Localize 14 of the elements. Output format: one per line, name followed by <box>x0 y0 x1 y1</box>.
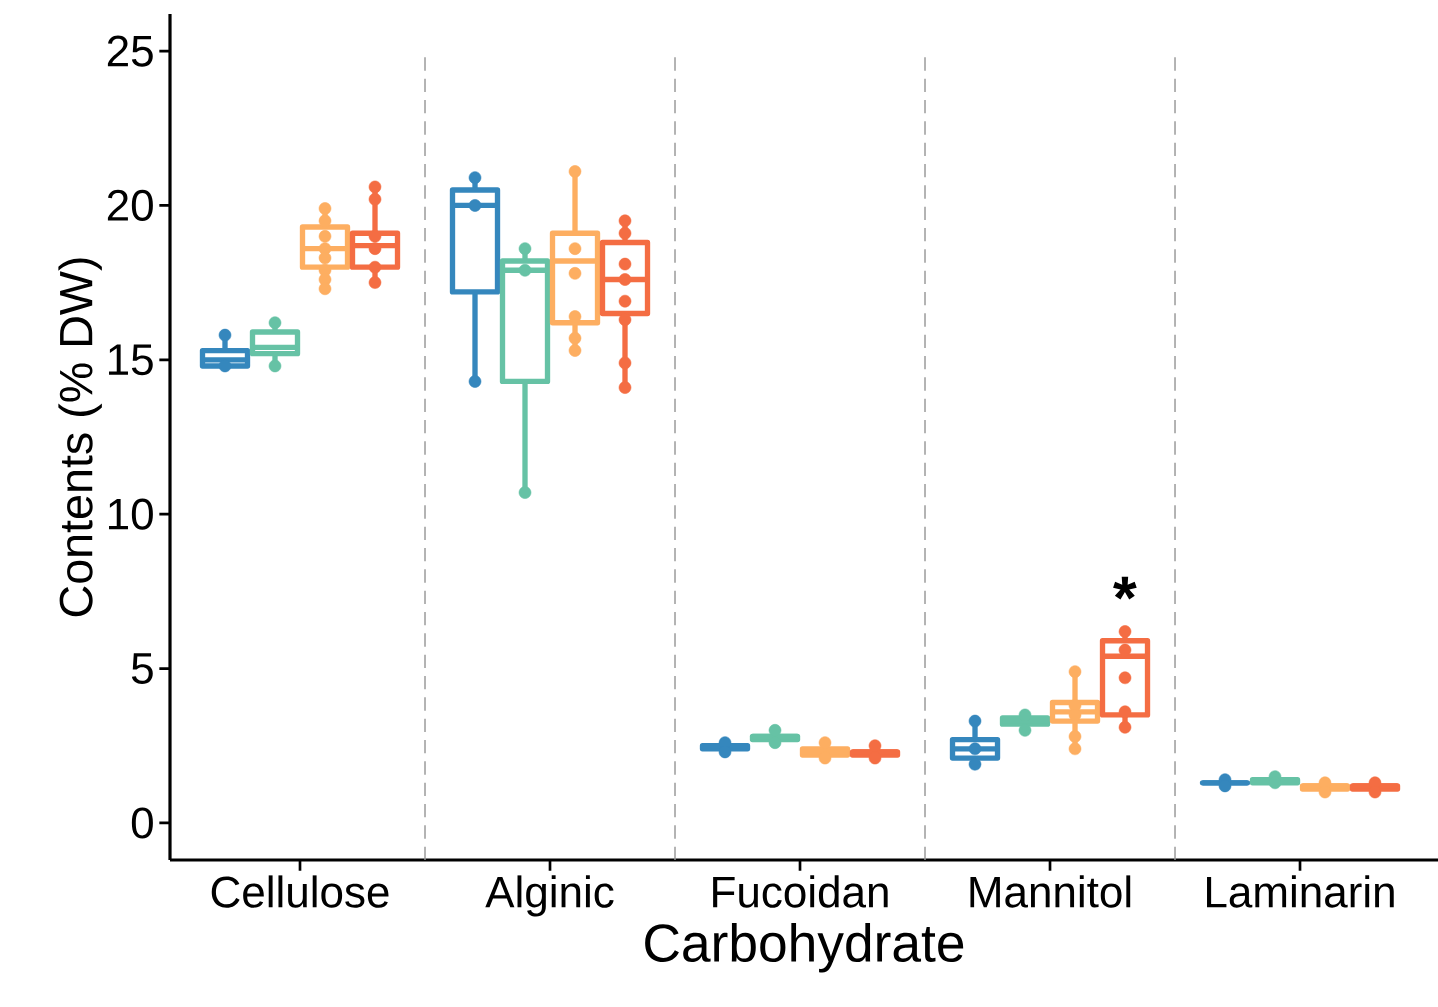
y-tick-label: 0 <box>131 807 153 839</box>
x-tick-label: Fucoidan <box>713 875 888 908</box>
annotation: * <box>1113 576 1137 600</box>
y-tick-label: 5 <box>131 653 153 684</box>
x-axis-title: Carbohydrate <box>645 922 964 973</box>
x-tick-label: Mannitol <box>970 875 1131 908</box>
x-tick-label: Alginic <box>485 875 614 917</box>
y-tick-label: 10 <box>109 498 153 530</box>
y-tick-label: 20 <box>107 189 153 222</box>
x-tick-label: Cellulose <box>211 875 389 908</box>
y-tick-label: 15 <box>109 344 153 376</box>
y-tick-label: 25 <box>107 35 153 67</box>
y-axis-title: Contents (% DW) <box>58 258 102 617</box>
x-tick-label: Laminarin <box>1207 875 1394 908</box>
